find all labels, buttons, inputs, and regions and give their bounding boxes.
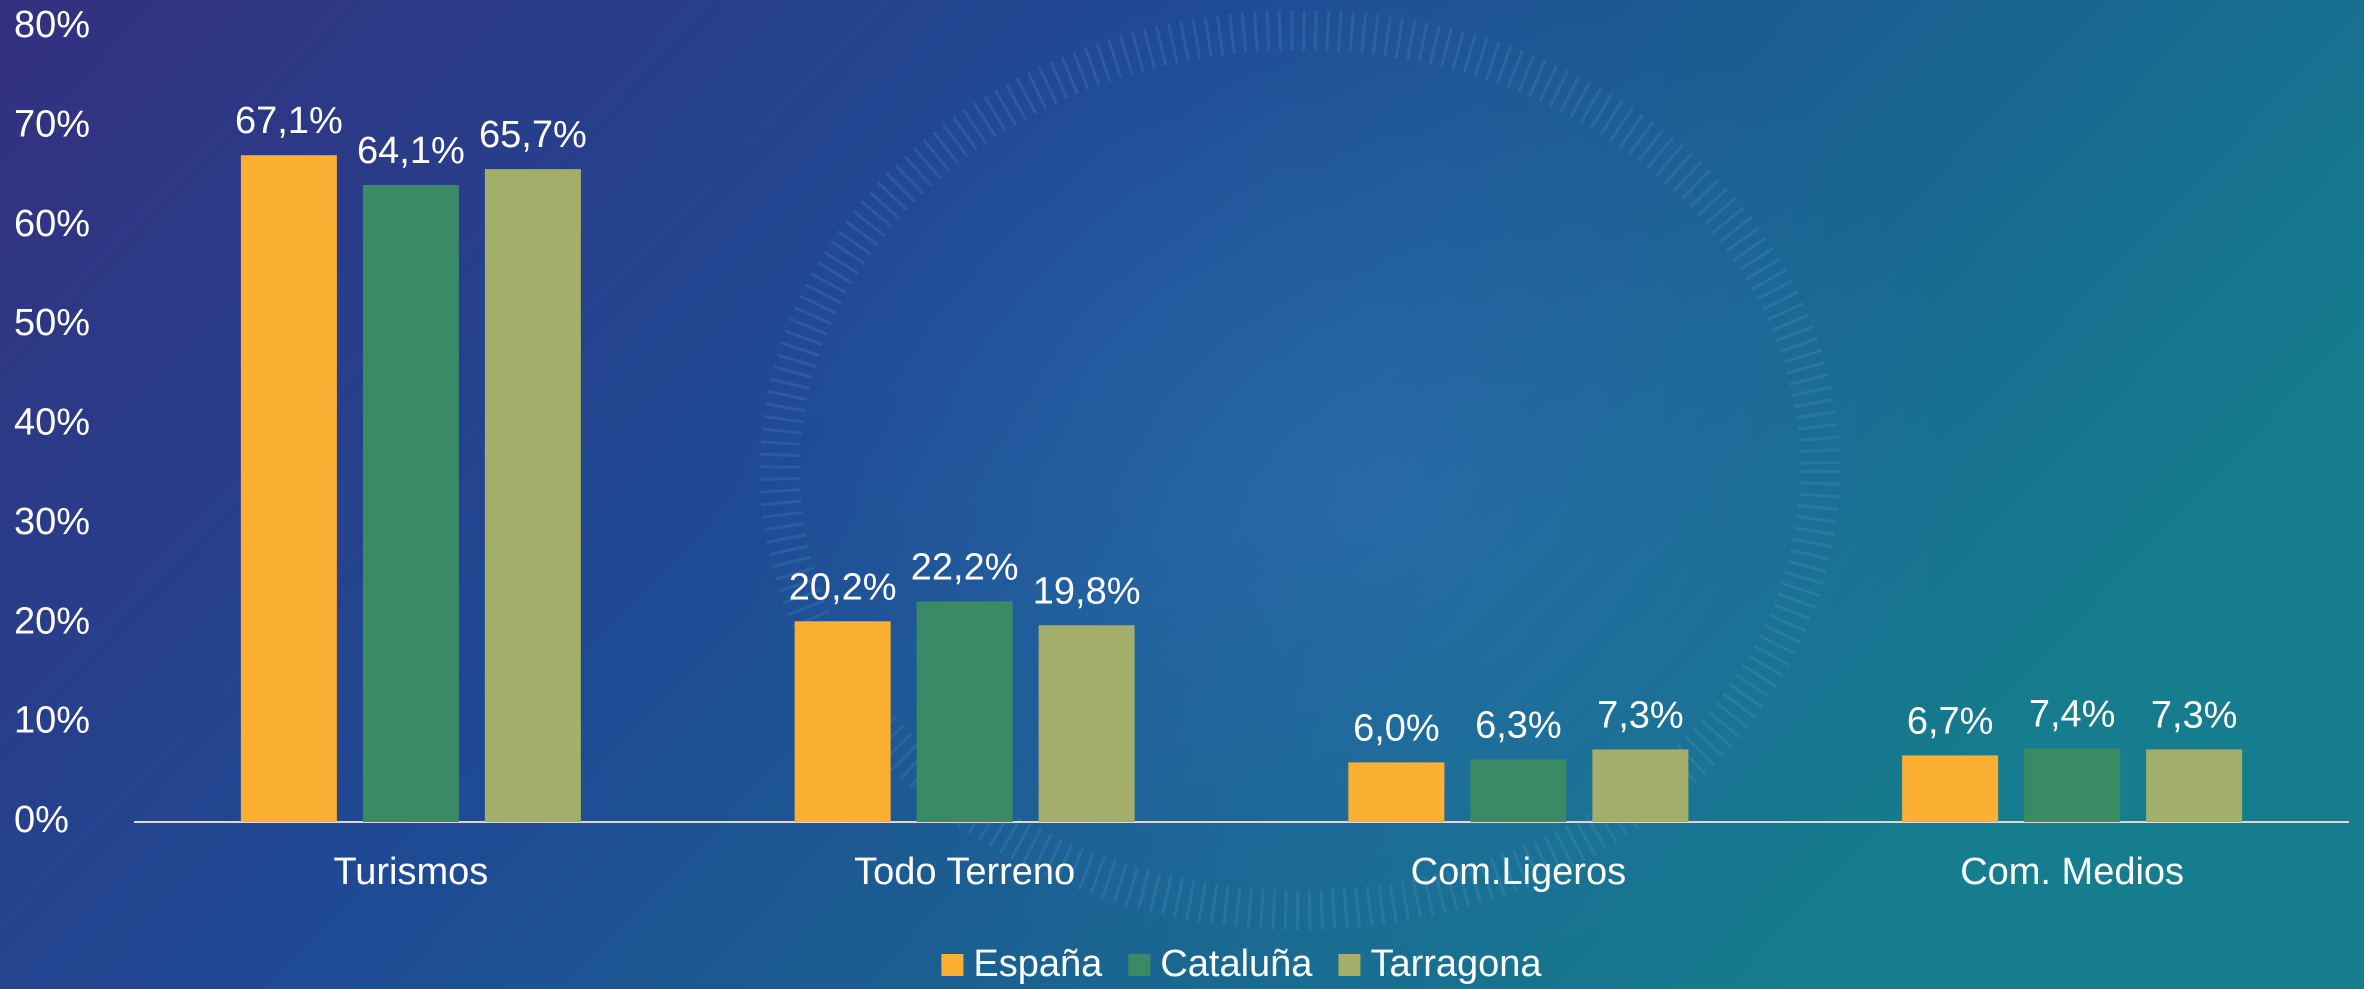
value-label: 64,1% (357, 130, 465, 172)
y-tick-label: 80% (14, 4, 90, 46)
bar (2024, 748, 2120, 822)
value-label: 7,3% (2151, 694, 2238, 736)
legend-swatch (941, 954, 963, 976)
bar (1039, 625, 1135, 822)
bar (241, 155, 337, 822)
x-tick-label: Com. Medios (1960, 851, 2184, 893)
value-label: 20,2% (789, 566, 897, 608)
value-label: 6,3% (1475, 704, 1562, 746)
legend-swatch (1128, 954, 1150, 976)
y-tick-label: 60% (14, 203, 90, 245)
bar (363, 185, 459, 822)
x-tick-label: Com.Ligeros (1411, 851, 1626, 893)
value-label: 6,0% (1353, 707, 1440, 749)
x-tick-label: Turismos (333, 851, 488, 893)
bar (795, 621, 891, 822)
bar (917, 601, 1013, 822)
y-tick-label: 20% (14, 600, 90, 642)
value-label: 19,8% (1033, 570, 1141, 612)
bar (1348, 762, 1444, 822)
y-tick-label: 30% (14, 501, 90, 543)
legend-label: España (973, 943, 1103, 985)
bar (2146, 749, 2242, 822)
value-label: 22,2% (911, 546, 1019, 588)
bar (1592, 749, 1688, 822)
y-tick-label: 70% (14, 103, 90, 145)
y-tick-label: 50% (14, 302, 90, 344)
legend-label: Tarragona (1370, 943, 1542, 985)
value-label: 6,7% (1907, 700, 1994, 742)
y-tick-label: 10% (14, 700, 90, 742)
bar (1902, 755, 1998, 822)
bar (1470, 759, 1566, 822)
value-label: 7,3% (1597, 694, 1684, 736)
legend-label: Cataluña (1160, 943, 1313, 985)
x-tick-label: Todo Terreno (854, 851, 1075, 893)
value-label: 65,7% (479, 114, 587, 156)
chart: 0% 10% 20% 30% 40% 50% 60% 70% 80% Turismos 67,1% 6… (0, 0, 2364, 989)
value-label: 7,4% (2029, 693, 2116, 735)
y-tick-label: 40% (14, 402, 90, 444)
page: 0% 10% 20% 30% 40% 50% 60% 70% 80% Turismos 67,1% 6… (0, 0, 2364, 989)
y-tick-label: 0% (14, 799, 69, 841)
legend-swatch (1338, 954, 1360, 976)
value-label: 67,1% (235, 100, 343, 142)
bar (485, 169, 581, 822)
